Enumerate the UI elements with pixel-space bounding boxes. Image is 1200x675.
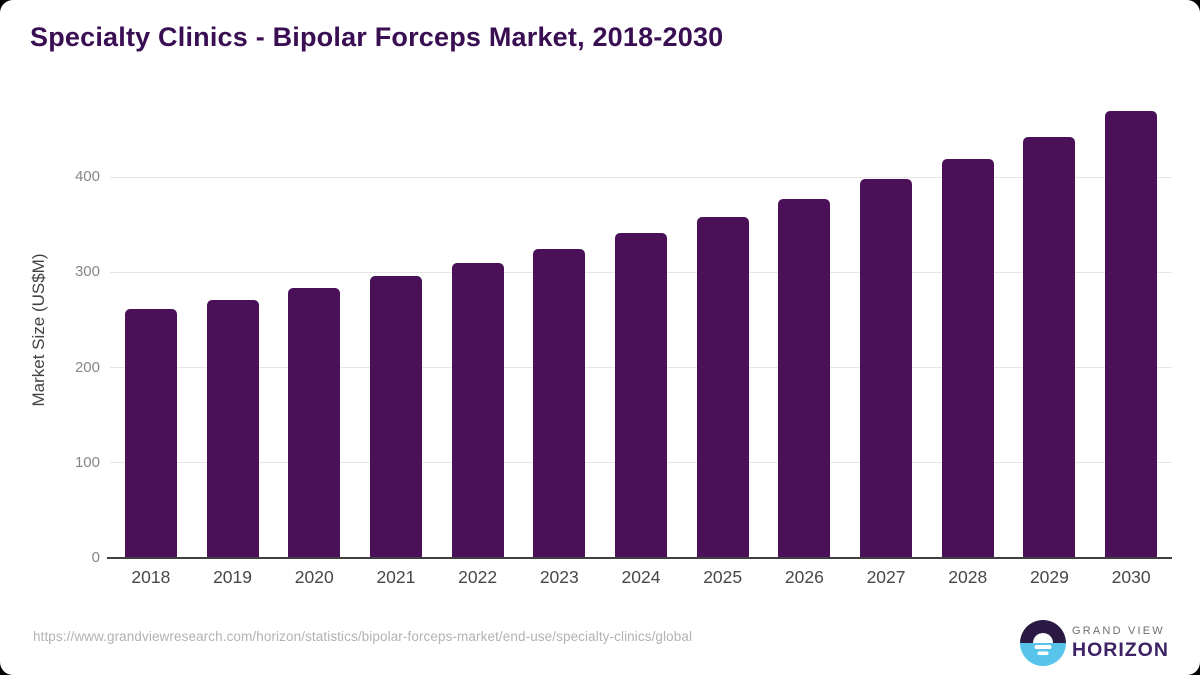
y-tick-label-300: 300 (74, 263, 100, 281)
bar-2022[interactable] (451, 262, 504, 558)
bar-2028[interactable] (941, 158, 994, 558)
chart-title: Specialty Clinics - Bipolar Forceps Mark… (30, 22, 724, 52)
x-tick-label-2025: 2025 (703, 567, 743, 587)
y-tick-label-400: 400 (74, 168, 100, 185)
x-tick-label-2028: 2028 (948, 567, 988, 587)
x-tick-label-2026: 2026 (784, 567, 824, 587)
logo-horizon-label: HORIZON (1072, 638, 1169, 661)
x-tick-label-2021: 2021 (376, 567, 416, 587)
x-tick-label-2024: 2024 (621, 567, 661, 587)
horizon-sun-icon (1020, 620, 1066, 666)
bar-2024[interactable] (614, 233, 667, 558)
x-tick-label-2022: 2022 (458, 567, 498, 587)
x-axis-line (107, 557, 1172, 559)
bar-2030[interactable] (1105, 111, 1158, 558)
y-tick-label-100: 100 (74, 453, 100, 471)
bar-2018[interactable] (124, 309, 177, 558)
source-url: https://www.grandviewresearch.com/horizo… (33, 629, 693, 644)
grand-view-horizon-logo: GRAND VIEW HORIZON (1020, 620, 1169, 666)
bar-2026[interactable] (778, 198, 831, 558)
bar-2020[interactable] (288, 288, 341, 558)
x-tick-label-2029: 2029 (1029, 567, 1069, 587)
y-tick-label-200: 200 (74, 358, 100, 376)
y-tick-label-0: 0 (91, 549, 100, 566)
x-axis-tick-labels: 2018 2019 2020 2021 2022 2023 2024 2025 2026 2027… (110, 567, 1172, 588)
bar-2025[interactable] (696, 217, 749, 558)
logo-grand-view-label: GRAND VIEW (1072, 624, 1165, 637)
x-tick-label-2019: 2019 (213, 567, 252, 587)
bar-2021[interactable] (369, 276, 422, 558)
x-tick-label-2023: 2023 (539, 567, 579, 587)
bar-2019[interactable] (206, 299, 259, 558)
x-tick-label-2020: 2020 (294, 567, 334, 587)
bars-container (110, 0, 1172, 558)
bar-2023[interactable] (533, 249, 586, 558)
x-tick-label-2030: 2030 (1111, 567, 1151, 587)
bar-2027[interactable] (860, 178, 913, 558)
logo-text: GRAND VIEW HORIZON (1072, 625, 1169, 662)
bar-2029[interactable] (1023, 137, 1076, 558)
gridline-400 (110, 176, 1172, 178)
x-tick-label-2027: 2027 (866, 567, 906, 587)
x-tick-label-2018: 2018 (131, 567, 171, 587)
